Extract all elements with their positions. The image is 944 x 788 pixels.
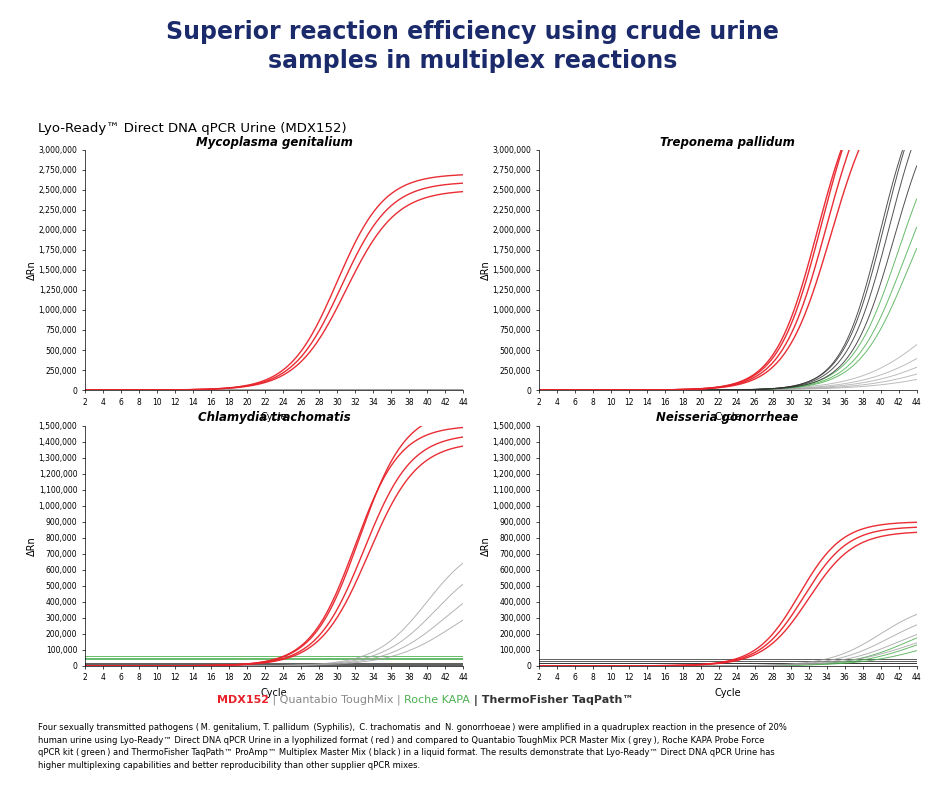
- X-axis label: Cycle: Cycle: [261, 412, 287, 422]
- X-axis label: Cycle: Cycle: [714, 412, 740, 422]
- Y-axis label: ΔRn: ΔRn: [27, 260, 37, 280]
- Title: Chlamydia trachomatis: Chlamydia trachomatis: [197, 411, 350, 425]
- Title: Treponema pallidum: Treponema pallidum: [660, 136, 794, 149]
- Text: Roche KAPA: Roche KAPA: [404, 695, 470, 705]
- Text: | ThermoFisher TaqPath™: | ThermoFisher TaqPath™: [470, 695, 633, 705]
- X-axis label: Cycle: Cycle: [714, 688, 740, 698]
- Text: MDX152: MDX152: [217, 695, 269, 705]
- Y-axis label: ΔRn: ΔRn: [480, 260, 490, 280]
- X-axis label: Cycle: Cycle: [261, 688, 287, 698]
- Text: Four sexually transmitted pathogens ( M. genitalium, T. pallidum  (Syphilis),  C: Four sexually transmitted pathogens ( M.…: [38, 723, 785, 770]
- Text: Superior reaction efficiency using crude urine
samples in multiplex reactions: Superior reaction efficiency using crude…: [166, 20, 778, 73]
- Text: Lyo-Ready™ Direct DNA qPCR Urine (MDX152): Lyo-Ready™ Direct DNA qPCR Urine (MDX152…: [38, 122, 346, 135]
- Y-axis label: ΔRn: ΔRn: [27, 536, 37, 556]
- Title: Neisseria gonorrheae: Neisseria gonorrheae: [656, 411, 798, 425]
- Title: Mycoplasma genitalium: Mycoplasma genitalium: [195, 136, 352, 149]
- Y-axis label: ΔRn: ΔRn: [480, 536, 490, 556]
- Text: | Quantabio ToughMix |: | Quantabio ToughMix |: [269, 695, 404, 705]
